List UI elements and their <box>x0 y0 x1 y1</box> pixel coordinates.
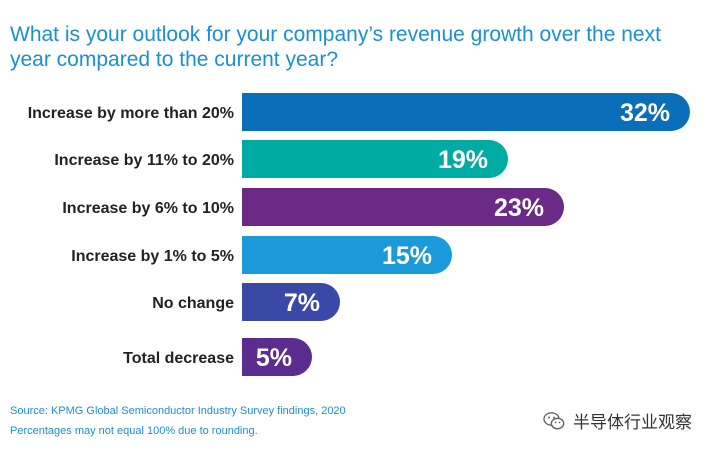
value-label-2: 19% <box>438 146 488 174</box>
value-label-6: 5% <box>256 344 292 372</box>
wechat-icon <box>543 411 565 429</box>
bar-5 <box>242 283 340 321</box>
bar-3 <box>242 188 564 226</box>
value-label-3: 23% <box>494 194 544 222</box>
rounding-note: Percentages may not equal 100% due to ro… <box>10 425 258 437</box>
bar-6 <box>242 338 312 376</box>
watermark-text: 半导体行业观察 <box>573 413 692 433</box>
chart-footer: Source: KPMG Global Semiconductor Indust… <box>10 401 346 441</box>
category-label-3: Increase by 6% to 10% <box>62 200 234 217</box>
category-label-6: Total decrease <box>123 350 234 367</box>
chart-title: What is your outlook for your company’s … <box>10 23 661 71</box>
category-label-4: Increase by 1% to 5% <box>71 248 234 265</box>
bar-1 <box>242 93 690 131</box>
source-note: Source: KPMG Global Semiconductor Indust… <box>10 405 346 417</box>
category-label-5: No change <box>152 295 234 312</box>
category-label-2: Increase by 11% to 20% <box>54 152 234 169</box>
bar-4 <box>242 236 452 274</box>
watermark: 半导体行业观察 <box>543 408 692 433</box>
category-label-1: Increase by more than 20% <box>28 105 234 122</box>
value-label-5: 7% <box>284 289 320 317</box>
bar-2 <box>242 140 508 178</box>
value-label-4: 15% <box>382 242 432 270</box>
value-label-1: 32% <box>620 99 670 127</box>
